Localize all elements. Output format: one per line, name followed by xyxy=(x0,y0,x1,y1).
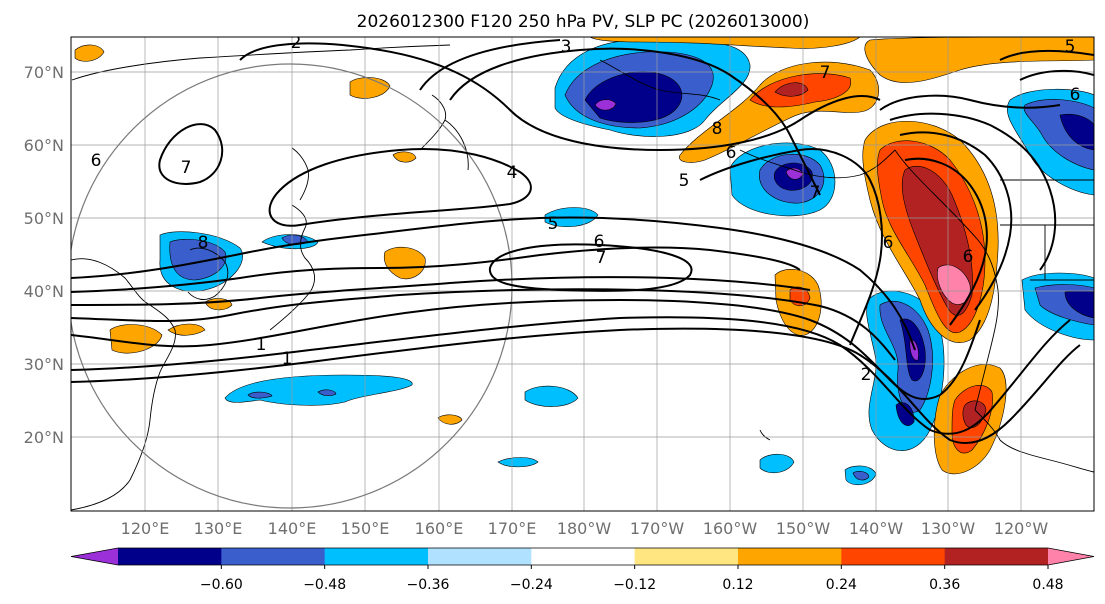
colorbar-box xyxy=(221,548,326,565)
contour-label: 5 xyxy=(679,171,690,191)
contour-labels: 3 2 6 7 4 5 5 6 7 1 1 8 6 7 8 5 6 2 6 7 xyxy=(91,33,1081,385)
lon-label: 140°E xyxy=(268,519,317,538)
lon-label: 120°E xyxy=(121,519,170,538)
colorbar-extend-min xyxy=(71,548,118,565)
contour-label: 6 xyxy=(883,233,894,253)
contour-label: 8 xyxy=(198,233,209,253)
lon-label: 150°E xyxy=(341,519,390,538)
contour-label: 7 xyxy=(820,63,831,83)
contour-label: 6 xyxy=(963,247,974,267)
lat-label: 30°N xyxy=(24,355,64,374)
contour-label: 5 xyxy=(548,214,559,234)
lon-label: 170°E xyxy=(488,519,537,538)
lat-label: 70°N xyxy=(24,63,64,82)
colorbar-tick-label: −0.36 xyxy=(407,577,450,593)
contour-label: 1 xyxy=(256,335,267,355)
lon-label: 130°W xyxy=(921,519,976,538)
colorbar-tick-label: 0.12 xyxy=(722,577,753,593)
lon-label: 180°W xyxy=(557,519,612,538)
contour-label: 4 xyxy=(507,163,518,183)
slp-contours xyxy=(71,39,1094,445)
lon-label: 130°E xyxy=(194,519,243,538)
contour-label: 2 xyxy=(291,33,302,53)
lat-label: 20°N xyxy=(24,428,64,447)
colorbar-tick-label: 0.36 xyxy=(929,577,960,593)
lon-label: 150°W xyxy=(776,519,831,538)
colorbar-box xyxy=(738,548,842,565)
contour-label: 5 xyxy=(1065,37,1076,57)
colorbar-box xyxy=(531,548,636,565)
colorbar-tick-label: 0.24 xyxy=(826,577,857,593)
colorbar-box xyxy=(428,548,532,565)
colorbar-tick-label: −0.12 xyxy=(613,577,656,593)
colorbar-box xyxy=(634,548,739,565)
contour-label: 1 xyxy=(282,349,293,369)
colorbar-box xyxy=(944,548,1049,565)
lon-label: 120°W xyxy=(994,519,1049,538)
colorbar: −0.60 −0.48 −0.36 −0.24 −0.12 0.12 0.24 0.36 0.4… xyxy=(70,547,1095,593)
contour-label: 6 xyxy=(594,232,605,252)
contour-label: 7 xyxy=(181,158,192,178)
map-panel: 3 2 6 7 4 5 5 6 7 1 1 8 6 7 8 5 6 2 6 7 xyxy=(70,33,1095,512)
lat-axis-labels: 70°N 60°N 50°N 40°N 30°N 20°N xyxy=(24,63,64,447)
colorbar-box xyxy=(841,548,946,565)
graticule xyxy=(71,37,1094,511)
colorbar-box xyxy=(324,548,429,565)
lat-label: 40°N xyxy=(24,282,64,301)
colorbar-outline xyxy=(70,547,1095,566)
contour-label: 6 xyxy=(1070,85,1081,105)
lon-axis-labels: 120°E 130°E 140°E 150°E 160°E 170°E 180°… xyxy=(121,519,1049,538)
lon-label: 160°E xyxy=(415,519,464,538)
colorbar-tick-label: −0.48 xyxy=(303,577,346,593)
lon-label: 140°W xyxy=(849,519,904,538)
lon-label: 170°W xyxy=(630,519,685,538)
colorbar-tick-label: −0.24 xyxy=(510,577,553,593)
contour-label: 2 xyxy=(861,365,872,385)
lat-label: 60°N xyxy=(24,136,64,155)
contour-label: 6 xyxy=(91,151,102,171)
contour-label: 3 xyxy=(561,37,572,57)
colorbar-extend-max xyxy=(1048,548,1094,565)
colorbar-box xyxy=(118,548,222,565)
figure-title: 2026012300 F120 250 hPa PV, SLP PC (2026… xyxy=(357,12,810,32)
lat-label: 50°N xyxy=(24,209,64,228)
pv-anomaly-shading xyxy=(74,37,1094,486)
lon-label: 160°W xyxy=(703,519,758,538)
contour-label: 8 xyxy=(712,119,723,139)
contour-label: 7 xyxy=(596,248,607,268)
colorbar-tick-label: −0.60 xyxy=(200,577,243,593)
colorbar-tick-label: 0.48 xyxy=(1032,577,1063,593)
contour-label: 6 xyxy=(726,143,737,163)
contour-label: 7 xyxy=(810,183,821,203)
